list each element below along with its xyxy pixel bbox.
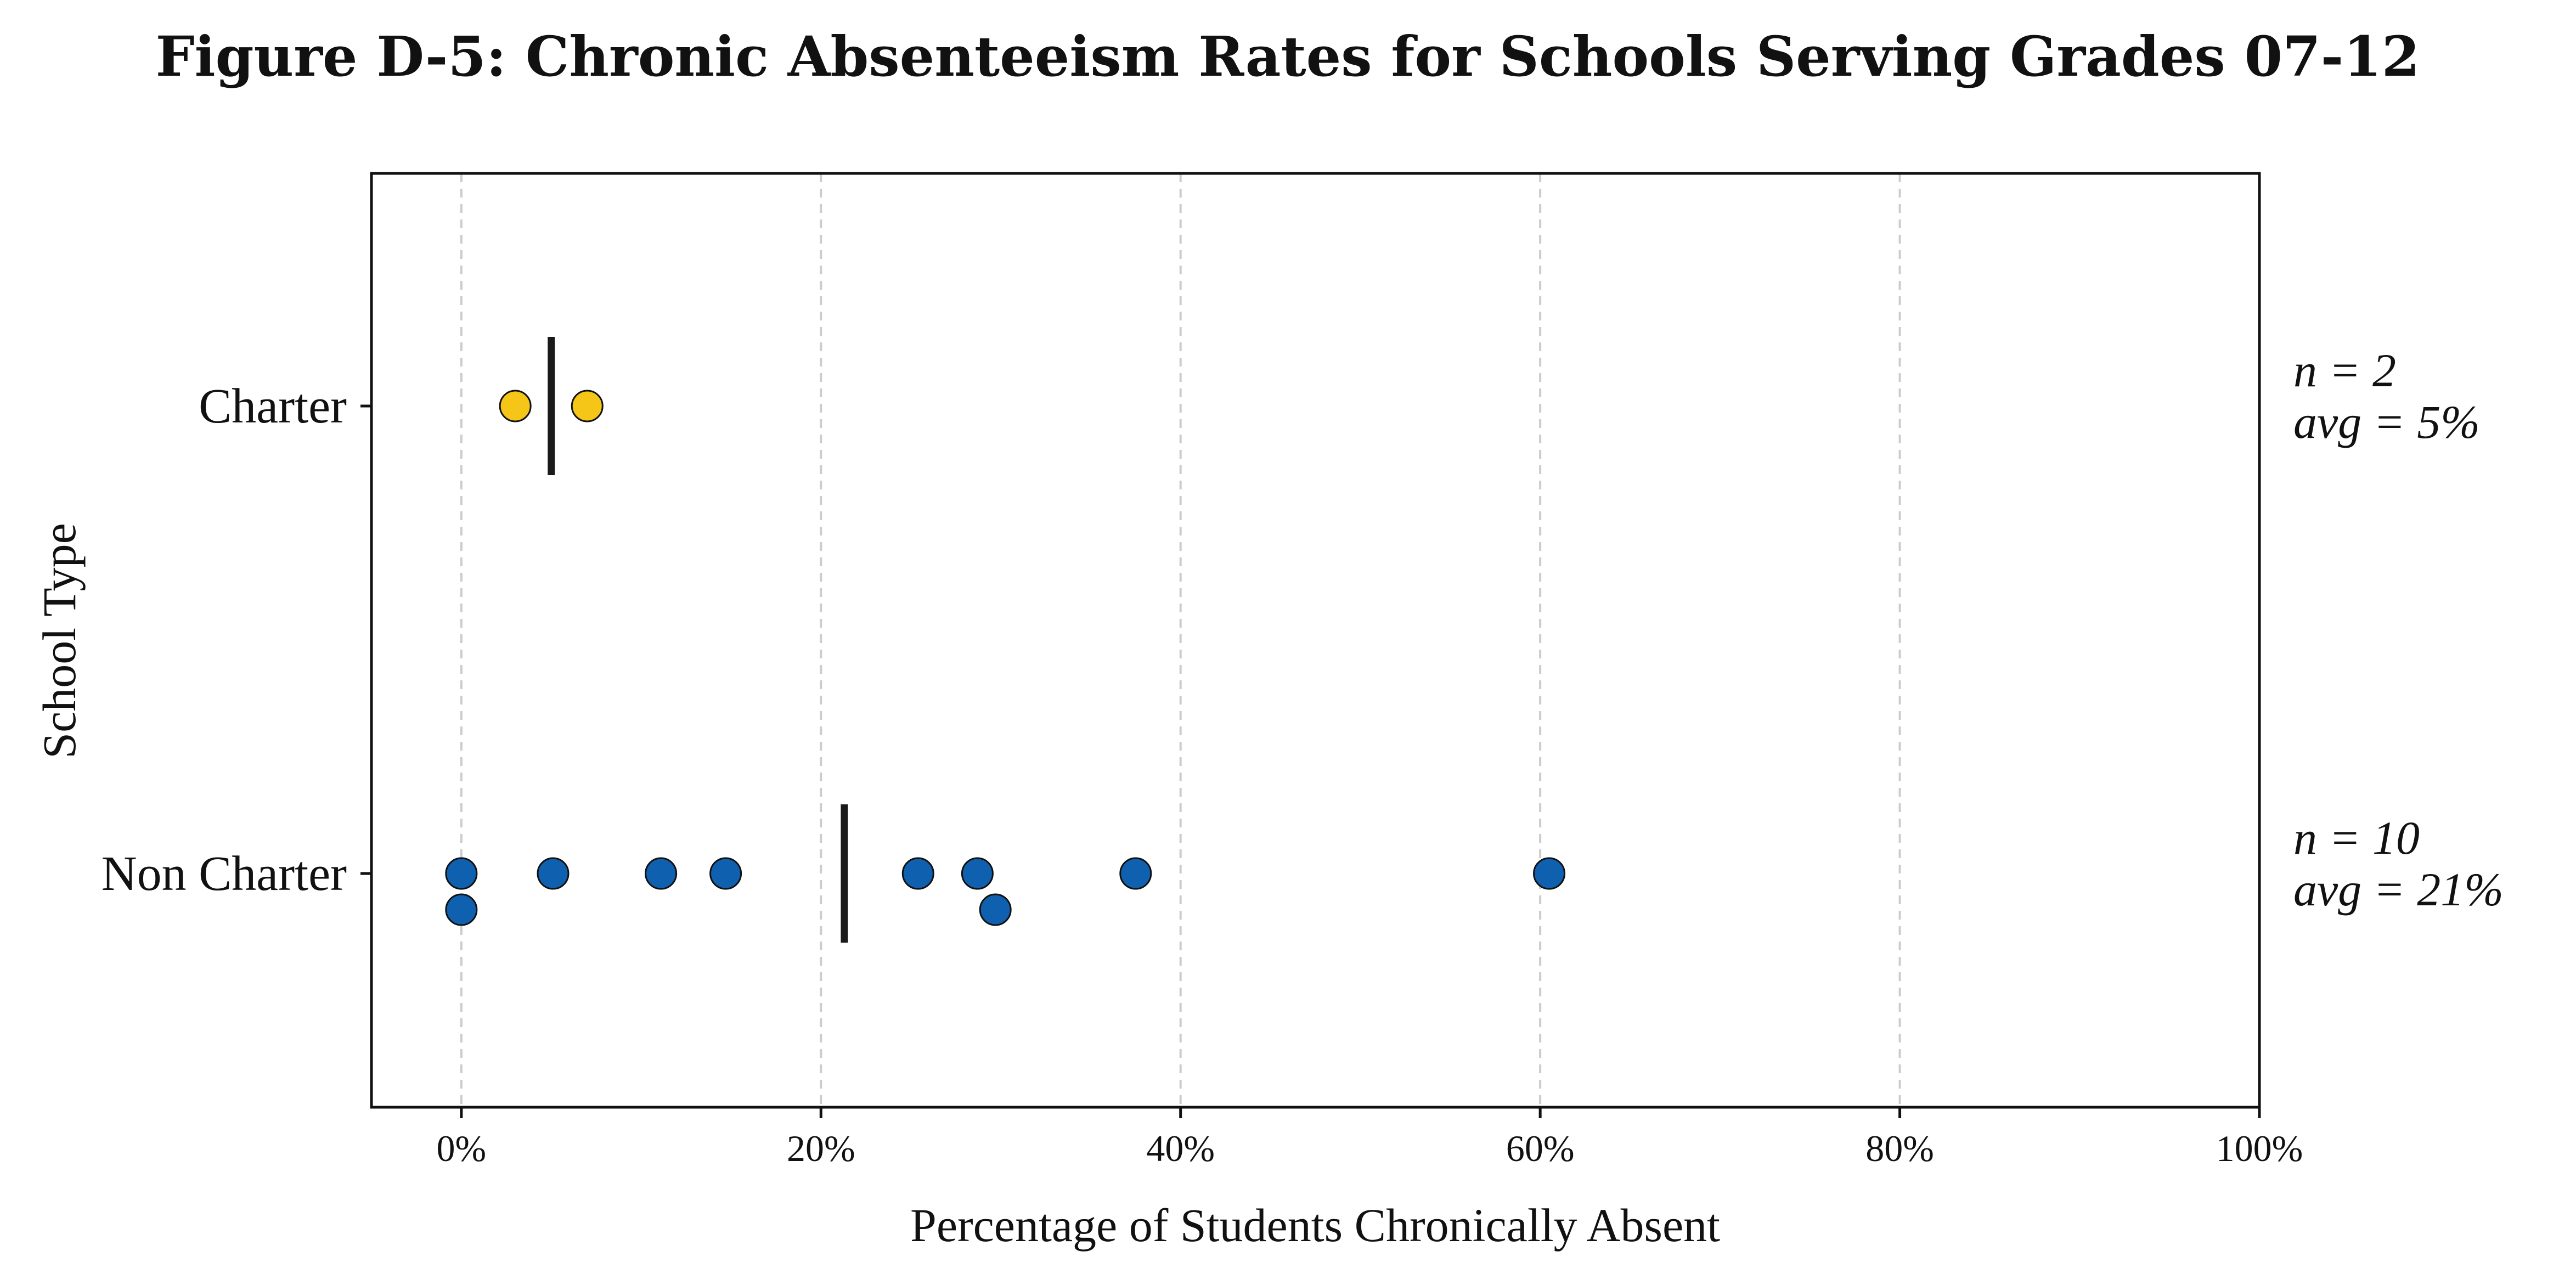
y-category-label: Charter [199, 379, 347, 433]
data-point [709, 857, 742, 890]
data-point [445, 893, 478, 926]
annotation-n: n = 10 [2293, 811, 2420, 864]
annotation-avg: avg = 21% [2293, 863, 2504, 916]
annotation-n: n = 2 [2293, 344, 2396, 397]
data-point [537, 857, 570, 890]
y-axis: Charter Non Charter [102, 379, 371, 901]
x-tick-label: 20% [787, 1128, 855, 1169]
data-point [1533, 857, 1566, 890]
data-point [901, 857, 934, 890]
data-point [571, 390, 604, 422]
data-point [499, 390, 532, 422]
y-axis-label: School Type [33, 523, 86, 759]
data-point [1119, 857, 1152, 890]
data-point [961, 857, 994, 890]
x-tick-label: 0% [437, 1128, 487, 1169]
x-tick-label: 60% [1506, 1128, 1575, 1169]
x-axis: 0% 20% 40% 60% 80% 100% [437, 1107, 2303, 1169]
x-tick-label: 100% [2216, 1128, 2303, 1169]
x-tick-label: 80% [1865, 1128, 1934, 1169]
data-point [979, 893, 1012, 926]
gridlines [460, 173, 1901, 1107]
x-tick-label: 40% [1146, 1128, 1215, 1169]
annotation-avg: avg = 5% [2293, 396, 2480, 448]
data-marks [445, 337, 1566, 943]
data-point [645, 857, 678, 890]
data-point [445, 857, 478, 890]
plot-frame [370, 172, 2261, 1109]
y-category-label: Non Charter [102, 847, 347, 901]
x-axis-label: Percentage of Students Chronically Absen… [910, 1199, 1720, 1252]
chart-title: Figure D-5: Chronic Absenteeism Rates fo… [156, 24, 2420, 89]
